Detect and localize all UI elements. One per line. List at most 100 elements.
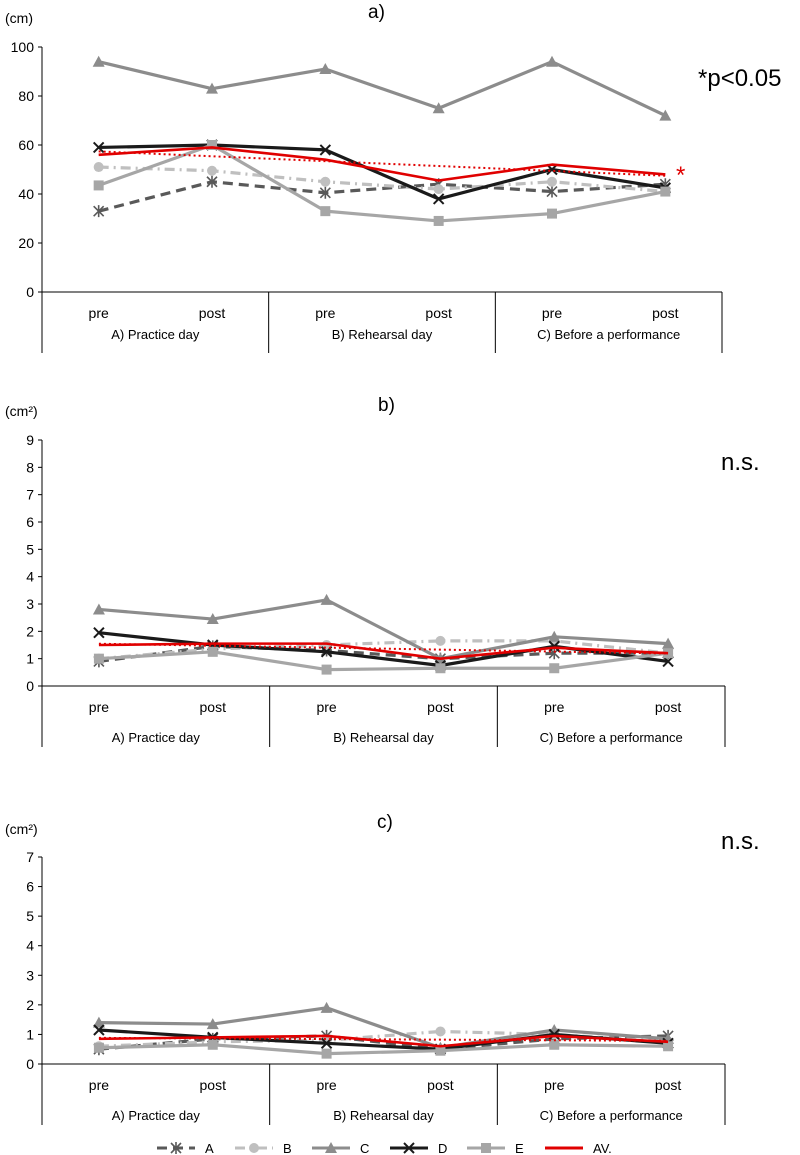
legend-item: D <box>390 1141 447 1155</box>
data-point-shape <box>207 140 217 150</box>
data-point-shape <box>435 1045 446 1056</box>
data-point-shape <box>93 205 105 218</box>
data-point-shape <box>547 176 557 187</box>
chart-title: b) <box>378 395 395 416</box>
series-line <box>98 598 669 661</box>
y-tick-label: 0 <box>26 1056 34 1072</box>
data-point <box>433 184 444 195</box>
data-point-shape <box>206 1018 219 1030</box>
significance-label: n.s. <box>721 449 760 476</box>
data-point <box>659 109 672 121</box>
y-tick-label: 0 <box>26 284 34 300</box>
data-point <box>93 162 104 173</box>
data-point-shape <box>321 1048 332 1059</box>
legend-label: C <box>360 1141 369 1155</box>
y-tick-label: 0 <box>26 678 34 694</box>
legend-marker-shape <box>249 1143 259 1153</box>
y-tick-label: 8 <box>26 459 34 475</box>
data-point-shape <box>319 186 331 199</box>
data-point-shape <box>435 663 446 674</box>
data-point <box>546 185 558 198</box>
series-line <box>98 146 666 182</box>
legend-item: E <box>467 1141 524 1155</box>
data-point <box>320 1001 333 1013</box>
significance-label: *p<0.05 <box>698 65 781 92</box>
series-line <box>98 1006 669 1050</box>
x-tick-label: post <box>425 305 452 321</box>
chart-title: c) <box>377 812 393 833</box>
data-point-shape <box>206 82 218 94</box>
data-point <box>547 176 557 187</box>
data-point <box>546 55 558 67</box>
y-tick-label: 3 <box>26 596 34 612</box>
significance-marker: * <box>676 162 685 189</box>
series-line <box>98 143 666 201</box>
data-point-shape <box>206 613 219 625</box>
group-label: B) Rehearsal day <box>333 1108 434 1123</box>
data-point-shape <box>659 109 672 121</box>
x-tick-label: post <box>199 305 226 321</box>
x-tick-label: pre <box>89 699 109 715</box>
chart-panel: b) (cm²) n.s. 0 1 2 3 4 5 6 7 8 9 pre post pre post pre po… <box>5 395 760 747</box>
legend-item: AV. <box>545 1141 612 1155</box>
data-point-shape <box>93 1024 105 1036</box>
data-point <box>93 653 104 664</box>
legend-marker-shape <box>325 1142 337 1153</box>
x-tick-label: post <box>655 1077 682 1093</box>
group-label: A) Practice day <box>111 327 200 342</box>
x-tick-label: pre <box>89 1077 109 1093</box>
x-tick-label: post <box>655 699 682 715</box>
series-av <box>98 1034 669 1048</box>
legend-label: AV. <box>593 1141 612 1155</box>
legend-marker <box>403 1142 415 1154</box>
data-point-shape <box>549 1039 560 1050</box>
legend-label: E <box>515 1141 524 1155</box>
data-point <box>547 208 557 219</box>
data-point <box>207 646 218 657</box>
data-point-shape <box>663 1041 674 1052</box>
x-tick-label: pre <box>89 305 109 321</box>
data-point-shape <box>435 1026 446 1037</box>
y-tick-label: 5 <box>26 541 34 557</box>
data-point <box>435 1045 446 1056</box>
data-point <box>548 640 560 653</box>
legend-marker-shape <box>481 1143 491 1153</box>
legend-item: B <box>235 1141 292 1155</box>
data-point <box>319 144 332 156</box>
series-line <box>98 642 669 660</box>
data-point <box>320 593 333 605</box>
series-av <box>98 642 669 660</box>
legend-marker-shape <box>403 1142 415 1154</box>
y-tick-label: 1 <box>26 651 34 667</box>
data-point-shape <box>435 635 446 646</box>
legend-label: D <box>438 1141 447 1155</box>
data-point <box>92 141 105 154</box>
y-tick-label: 2 <box>26 623 34 639</box>
x-tick-label: post <box>652 305 679 321</box>
data-point-shape <box>548 640 560 653</box>
y-tick-label: 80 <box>18 88 34 104</box>
legend-marker <box>249 1143 259 1153</box>
legend-marker <box>325 1142 337 1153</box>
data-point-shape <box>546 55 558 67</box>
data-point <box>319 186 331 199</box>
data-point-shape <box>548 1028 560 1041</box>
group-label: A) Practice day <box>112 730 201 745</box>
y-tick-label: 9 <box>26 432 34 448</box>
series-line <box>98 180 666 213</box>
data-point-shape <box>662 637 675 649</box>
data-point <box>206 613 219 625</box>
data-point <box>93 626 105 639</box>
data-point-shape <box>549 663 560 674</box>
series-e <box>93 140 671 226</box>
series-av <box>98 146 666 182</box>
series-line <box>98 60 667 118</box>
series-line <box>98 1034 669 1048</box>
data-point-shape <box>207 165 217 176</box>
data-point <box>435 635 446 646</box>
y-tick-label: 3 <box>26 967 34 983</box>
data-point <box>206 175 218 188</box>
series-a <box>93 175 671 218</box>
y-tick-label: 7 <box>26 487 34 503</box>
